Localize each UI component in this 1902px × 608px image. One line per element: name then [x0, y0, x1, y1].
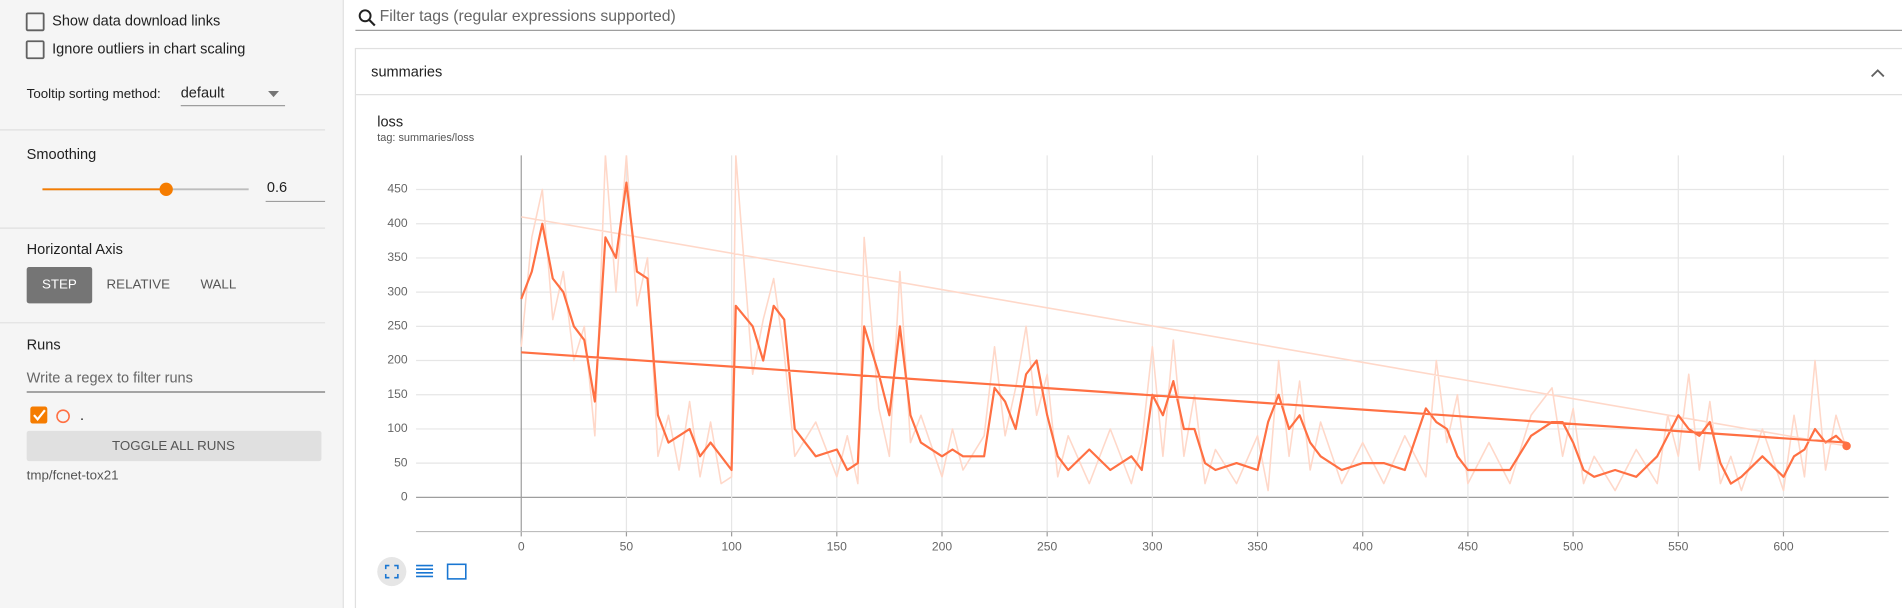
toggle-button[interactable]	[26, 430, 322, 462]
y-tick-label: 350	[387, 250, 407, 264]
y-tick-label: 250	[387, 319, 407, 333]
y-tick-label: 200	[387, 353, 407, 367]
dropdown-value[interactable]: default	[181, 85, 225, 101]
section-label: Smoothing	[27, 147, 97, 163]
x-tick-label: 150	[827, 540, 847, 554]
axis-option[interactable]: WALL	[200, 277, 236, 292]
series-line	[520, 181, 1848, 485]
chart-subtitle: tag: summaries/loss	[377, 132, 474, 144]
plot: 0 50 100 150 200 250 300 350 400 450 0 50 100 150 200 2…	[387, 155, 1889, 554]
checkbox[interactable]	[25, 40, 45, 60]
x-tick-label: 350	[1247, 540, 1267, 554]
checkbox-label[interactable]: Ignore outliers in chart scaling	[52, 42, 245, 58]
x-tick-label: 500	[1563, 540, 1583, 554]
x-tick-label: 250	[1037, 540, 1057, 554]
card	[354, 47, 1902, 608]
search-icon	[368, 19, 376, 27]
run-path: tmp/fcnet-tox21	[27, 467, 119, 482]
smoothing-input[interactable]: 0.6	[267, 180, 287, 196]
search-input[interactable]: Filter tags (regular expressions support…	[380, 8, 676, 25]
section-label: Runs	[27, 338, 61, 354]
runs-filter[interactable]: Write a regex to filter runs	[27, 370, 193, 386]
section-label: Horizontal Axis	[27, 242, 123, 258]
x-tick-label: 450	[1458, 540, 1478, 554]
x-tick-label: 600	[1773, 540, 1793, 554]
y-tick-label: 0	[401, 490, 408, 504]
run-name: .	[80, 408, 84, 424]
data-button[interactable]	[416, 564, 434, 578]
end-marker	[1842, 441, 1851, 451]
collapse-icon[interactable]	[1871, 69, 1885, 78]
y-tick-label: 450	[387, 182, 407, 196]
section-title[interactable]: summaries	[371, 65, 442, 81]
toggle-label[interactable]: TOGGLE ALL RUNS	[112, 438, 235, 453]
y-tick-label: 150	[387, 387, 407, 401]
y-tick-label: 400	[387, 216, 407, 230]
run-color[interactable]	[56, 409, 70, 424]
axis-button-selected[interactable]	[26, 266, 93, 304]
axis-option[interactable]: RELATIVE	[107, 277, 171, 292]
chart-title: loss	[377, 114, 403, 130]
x-tick-label: 50	[620, 540, 634, 554]
fit-button[interactable]	[377, 557, 407, 587]
x-tick-label: 400	[1353, 540, 1373, 554]
x-tick-label: 200	[932, 540, 952, 554]
x-tick-label: 0	[518, 540, 525, 554]
axis-option[interactable]: STEP	[42, 277, 77, 292]
y-tick-label: 300	[387, 284, 407, 298]
slider-knob[interactable]	[159, 182, 173, 196]
x-tick-label: 100	[722, 540, 742, 554]
sidebar	[0, 0, 344, 608]
x-tick-label: 300	[1142, 540, 1162, 554]
run-checkbox[interactable]	[30, 406, 48, 424]
checkmark	[33, 409, 46, 422]
checkbox-label[interactable]: Show data download links	[52, 14, 220, 30]
y-tick-label: 50	[394, 455, 408, 469]
search-icon	[358, 9, 372, 23]
fit-icon	[384, 564, 399, 579]
zoom-button[interactable]	[446, 563, 467, 580]
dropdown-arrow[interactable]	[268, 91, 279, 98]
x-tick-label: 550	[1668, 540, 1688, 554]
y-tick-label: 100	[387, 421, 407, 435]
series-group	[520, 155, 1848, 492]
label: Tooltip sorting method:	[27, 86, 161, 101]
checkbox[interactable]	[25, 12, 45, 32]
